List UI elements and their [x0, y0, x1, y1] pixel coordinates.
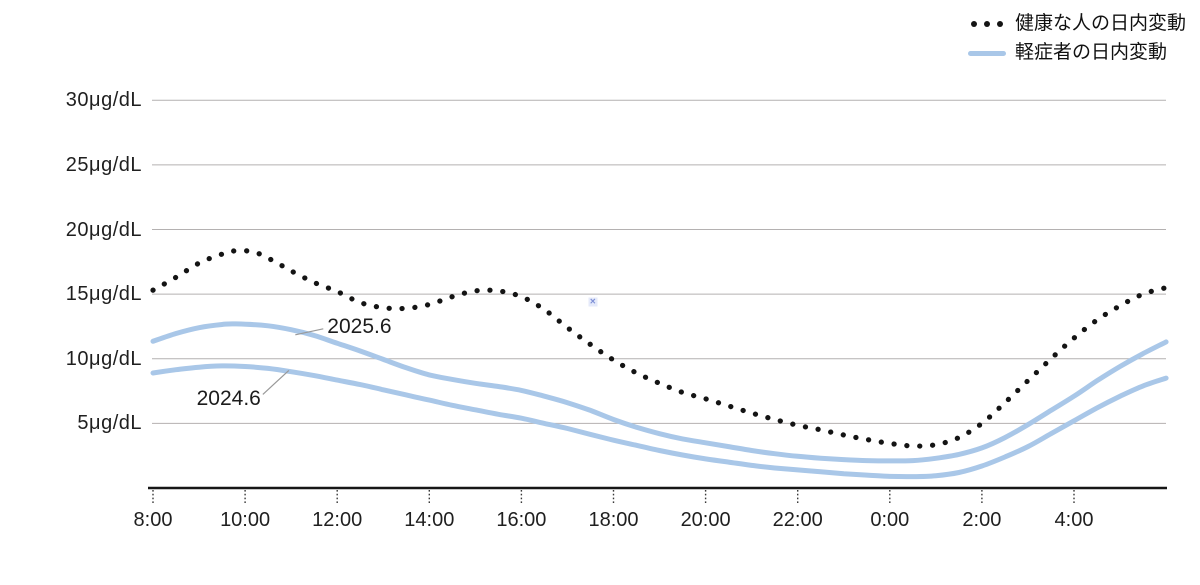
annotation-2025-6: 2025.6 — [327, 314, 392, 338]
solid-line-swatch-icon — [967, 50, 1007, 56]
x-axis-label-16-00: 16:00 — [496, 509, 547, 531]
series-healthy — [150, 248, 1169, 449]
x-axis-label-8-00: 8:00 — [133, 509, 173, 531]
x-axis-label-10-00: 10:00 — [220, 509, 271, 531]
x-axis-label-4-00: 4:00 — [1054, 509, 1094, 531]
leader-line-2024.6 — [262, 369, 290, 395]
x-axis-label-18-00: 18:00 — [588, 509, 639, 531]
y-axis-label-20: 20μg/dL — [65, 218, 142, 241]
dotted-line-swatch-icon — [967, 21, 1007, 27]
y-axis-label-25: 25μg/dL — [65, 153, 142, 176]
annotation-2024-6: 2024.6 — [196, 387, 261, 411]
series-mild-2025 — [150, 321, 1169, 464]
legend-label-mild: 軽症者の日内変動 — [1014, 42, 1167, 63]
x-axis-label-2-00: 2:00 — [962, 509, 1002, 531]
y-axis-label-10: 10μg/dL — [65, 347, 142, 370]
x-axis-label-22-00: 22:00 — [772, 509, 823, 531]
y-axis-label-15: 15μg/dL — [65, 283, 142, 306]
y-axis-label-30: 30μg/dL — [65, 89, 142, 112]
y-axis-label-5: 5μg/dL — [77, 412, 142, 435]
legend-label-healthy: 健康な人の日内変動 — [1014, 13, 1186, 34]
series-mild-2024 — [150, 363, 1169, 480]
x-axis-label-0-00: 0:00 — [870, 509, 910, 531]
legend-item-healthy: 健康な人の日内変動 — [967, 13, 1186, 35]
x-axis-label-20-00: 20:00 — [680, 509, 731, 531]
legend-item-mild: 軽症者の日内変動 — [967, 42, 1186, 64]
x-axis-label-14-00: 14:00 — [404, 509, 455, 531]
leader-line-2025.6 — [295, 328, 324, 336]
stray-x-marker: × — [588, 296, 598, 308]
x-axis-label-12-00: 12:00 — [312, 509, 363, 531]
chart-legend: 健康な人の日内変動 軽症者の日内変動 — [967, 13, 1186, 64]
